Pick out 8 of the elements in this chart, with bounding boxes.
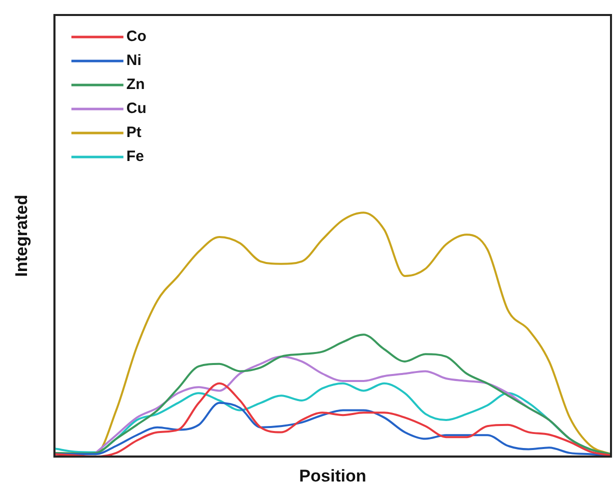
x-axis-title: Position bbox=[299, 466, 366, 486]
legend-label: Cu bbox=[126, 100, 146, 118]
legend-label: Fe bbox=[126, 148, 144, 166]
y-axis-title: Integrated bbox=[12, 194, 31, 277]
legend-label: Zn bbox=[126, 76, 145, 94]
legend-label: Co bbox=[126, 28, 146, 46]
legend-label: Ni bbox=[126, 52, 142, 70]
legend-label: Pt bbox=[126, 124, 142, 142]
